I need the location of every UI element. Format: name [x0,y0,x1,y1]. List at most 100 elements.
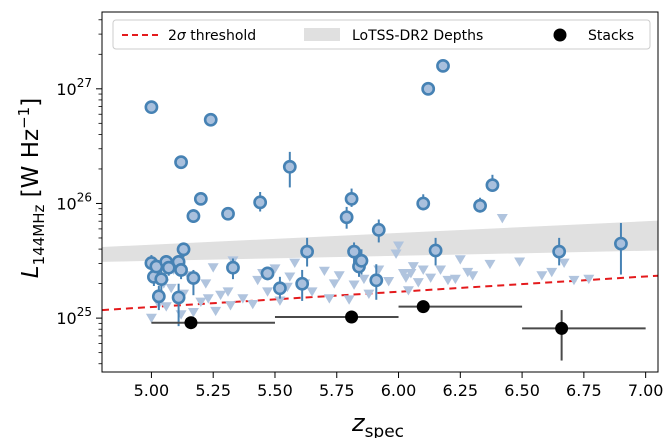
legend-threshold-sigma: σ [177,28,187,44]
x-axis-label: zspec [351,409,404,438]
upper-limit-marker [160,302,172,312]
x-tick-label: 6.50 [504,381,540,400]
upper-limit-marker [328,279,340,289]
x-tick-label: 6.75 [566,381,602,400]
detection-marker [428,243,443,258]
upper-limit-marker [200,279,212,289]
upper-limit-marker [247,299,259,310]
y-tick-label-base: 10 [56,80,76,99]
x-axis-ticks: 5.00 5.25 5.50 5.75 6.00 6.25 6.50 6.75 7.00 [134,372,664,400]
detection-marker [144,100,159,115]
stack-marker [345,310,359,324]
y-tick-label-exponent: 26 [77,190,92,204]
upper-limit-marker [383,277,395,287]
detection-marker [282,159,297,174]
detection-marker [295,276,310,291]
upper-limit-marker [348,280,360,290]
detection-marker [221,206,235,221]
upper-limit-marker [462,267,474,278]
detection-marker [151,289,166,304]
detection-marker [253,195,268,210]
y-axis-label-main: L [18,265,44,278]
y-axis-label-unit-exponent: −1 [15,107,33,129]
legend-stacks-marker [553,28,567,42]
upper-limit-marker [417,265,429,275]
upper-limit-marker [449,274,461,285]
upper-limit-marker [210,306,222,317]
detection-marker [300,244,315,259]
upper-limit-marker [558,258,570,269]
upper-limit-marker [222,287,234,297]
legend-stacks-label: Stacks [588,28,634,44]
upper-limit-marker [393,241,405,251]
upper-limit-marker [425,273,437,283]
legend: 2σ threshold LoTSS-DR2 Depths Stacks [112,19,651,50]
x-tick-label: 5.25 [195,381,231,400]
upper-limit-marker [202,294,214,304]
upper-limit-marker [405,269,417,279]
upper-limit-marker [514,257,526,267]
upper-limit-marker [546,267,558,278]
upper-limit-marker [333,271,345,281]
y-tick-label: 1025 [56,305,92,328]
upper-limit-marker [165,283,177,294]
legend-depths-label: LoTSS-DR2 Depths [352,28,483,44]
upper-limit-marker [252,275,264,286]
upper-limit-marker [289,258,301,269]
upper-limit-marker [484,259,496,270]
upper-limit-marker [224,301,236,311]
detection-marker [369,273,384,288]
legend-threshold-label: 2σ threshold [168,28,256,44]
y-tick-label-base: 10 [56,309,76,328]
legend-threshold-number: 2 [168,28,177,44]
stack-marker [184,316,198,330]
upper-limit-marker [363,289,375,299]
legend-threshold-text: threshold [186,28,256,44]
detection-marker [614,236,628,251]
detection-marker [421,81,436,96]
upper-limit-marker [536,271,548,281]
upper-limit-marker [412,278,424,288]
upper-limit-marker [262,287,274,297]
upper-limit-marker [400,273,412,283]
upper-limit-marker [583,274,595,285]
legend-frame [112,19,651,50]
detection-marker [260,266,275,281]
y-axis-label-unit: [W Hz [18,129,44,197]
upper-limit-marker [568,275,580,286]
x-tick-label: 7.00 [628,381,664,400]
detection-marker [186,209,201,223]
upper-limit-marker [454,255,466,265]
upper-limit-marker [237,294,249,304]
stack-marker [555,321,569,335]
detection-marker [552,244,567,259]
upper-limit-marker [390,249,402,259]
upper-limit-marker [284,272,296,282]
detection-marker [339,210,354,225]
upper-limit-marker [358,274,370,285]
x-tick-label: 5.50 [257,381,293,400]
y-axis-label-unit-close: ] [18,98,44,107]
y-axis-label-space [18,197,44,204]
upper-limit-marker [195,297,207,308]
y-tick-label-exponent: 27 [77,76,92,90]
detection-marker [226,260,240,275]
detection-marker [347,244,361,259]
y-axis-label: L144MHz [W Hz−1] [15,98,48,278]
upper-limit-marker [306,287,318,297]
x-tick-label: 6.00 [381,381,417,400]
x-tick-label: 5.75 [319,381,355,400]
x-axis-label-subscript: spec [365,422,404,438]
upper-limit-marker [435,265,447,275]
upper-limit-marker [407,262,419,272]
detection-marker [174,155,188,170]
depth-band [102,220,658,262]
threshold-line [102,274,658,312]
axes-border [101,11,659,373]
upper-limit-marker [467,271,479,281]
y-tick-label: 1027 [56,76,92,99]
detection-marker [416,196,431,211]
